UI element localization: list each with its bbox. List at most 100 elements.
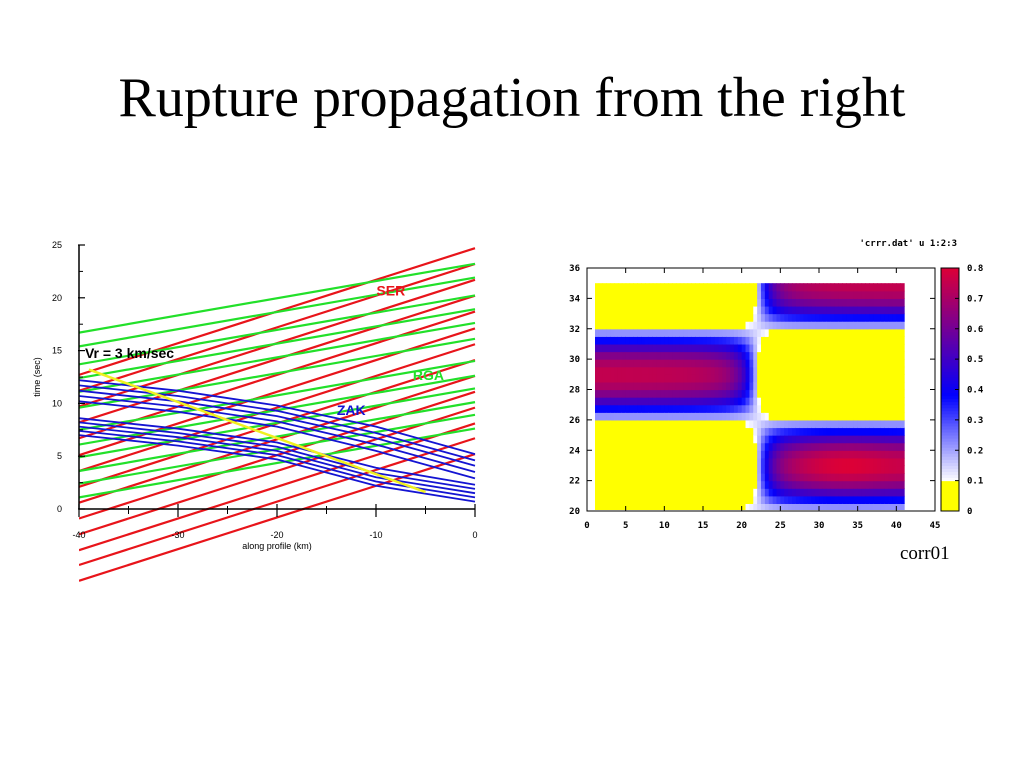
heatmap-cell	[656, 374, 662, 383]
heatmap-cell	[788, 465, 793, 474]
heatmap-cell	[873, 313, 878, 322]
heatmap-cell	[718, 435, 723, 444]
heatmap-cell	[865, 480, 870, 489]
heatmap-cell	[807, 366, 812, 375]
colorbar-segment	[941, 368, 959, 372]
heatmap-cell	[664, 480, 669, 489]
heatmap-cell	[896, 404, 901, 413]
ser-line	[79, 422, 476, 552]
heatmap-cell	[652, 366, 658, 375]
heatmap-cell	[795, 336, 801, 345]
heatmap-cell	[617, 473, 623, 482]
heatmap-cell	[629, 313, 634, 322]
heatmap-cell	[853, 351, 859, 360]
heatmap-cell	[645, 305, 650, 315]
heatmap-cell	[900, 450, 905, 459]
heatmap-cell	[726, 283, 731, 292]
heatmap-cell	[772, 457, 778, 467]
heatmap-cell	[826, 381, 832, 391]
heatmap-cell	[815, 351, 820, 360]
heatmap-cell	[892, 457, 897, 467]
heatmap-cell	[695, 305, 700, 315]
heatmap-cell	[664, 465, 669, 474]
heatmap-cell	[776, 351, 781, 360]
heatmap-cell	[846, 465, 851, 474]
heatmap-cell	[683, 343, 689, 353]
heatmap-cell	[602, 366, 607, 375]
heatmap-cell	[846, 336, 851, 345]
heatmap-cell	[625, 298, 631, 307]
heatmap-cell	[625, 419, 631, 429]
heatmap-cell	[857, 404, 863, 413]
heatmap-cell	[849, 351, 855, 360]
heatmap-cell	[710, 412, 716, 421]
heatmap-cell	[625, 374, 631, 383]
heatmap-cell	[617, 313, 623, 322]
heatmap-cell	[718, 442, 723, 451]
heatmap-cell	[726, 442, 731, 451]
heatmap-cell	[687, 465, 692, 474]
heatmap-cell	[699, 381, 704, 391]
heatmap-cell	[853, 404, 859, 413]
colorbar-segment	[941, 304, 959, 308]
heatmap-cell	[892, 389, 897, 398]
heatmap-cell	[811, 404, 816, 413]
heatmap-cell	[699, 465, 704, 474]
heatmap-cell	[757, 389, 762, 398]
heatmap-cell	[811, 427, 816, 436]
heatmap-cell	[791, 427, 797, 436]
heatmap-cell	[768, 495, 774, 504]
heatmap-cell	[633, 389, 638, 398]
heatmap-cell	[784, 412, 789, 421]
colorbar-segment	[941, 380, 959, 384]
heatmap-cell	[595, 488, 600, 497]
heatmap-cell	[795, 343, 801, 353]
heatmap-cell	[610, 321, 615, 330]
colorbar-segment	[941, 498, 959, 503]
heatmap-cell	[660, 412, 665, 421]
heatmap-cell	[706, 427, 712, 436]
heatmap-cell	[772, 404, 778, 413]
heatmap-cell	[595, 427, 600, 436]
heatmap-cell	[726, 381, 731, 391]
heatmap-cell	[687, 321, 692, 330]
heatmap-cell	[888, 321, 894, 330]
heatmap-cell	[737, 419, 743, 429]
heatmap-cell	[718, 397, 723, 406]
heatmap-cell	[900, 435, 905, 444]
heatmap-cell	[749, 366, 754, 375]
heatmap-cell	[733, 427, 739, 436]
heatmap-cell	[873, 283, 878, 292]
heatmap-cell	[614, 503, 619, 510]
x-tick-label: 35	[852, 521, 863, 531]
heatmap-cell	[815, 321, 820, 330]
heatmap-cell	[617, 359, 623, 368]
heatmap-cell	[811, 351, 816, 360]
heatmap-cell	[656, 366, 662, 375]
heatmap-cell	[772, 465, 778, 474]
heatmap-cell	[714, 283, 720, 292]
heatmap-cell	[892, 328, 897, 337]
heatmap-cell	[660, 404, 665, 413]
heatmap-cell	[873, 488, 878, 497]
heatmap-cell	[691, 488, 696, 497]
heatmap-cell	[656, 359, 662, 368]
heatmap-cell	[861, 480, 866, 489]
heatmap-cell	[757, 404, 762, 413]
heatmap-cell	[888, 473, 894, 482]
heatmap-cell	[830, 374, 836, 383]
heatmap-cell	[730, 290, 735, 299]
heatmap-cell	[807, 412, 812, 421]
heatmap-cell	[683, 404, 689, 413]
colorbar-segment	[941, 350, 959, 354]
heatmap-cell	[652, 442, 658, 451]
rga-line	[79, 294, 476, 366]
heatmap-cell	[625, 435, 631, 444]
heatmap-cell	[733, 457, 739, 467]
heatmap-cell	[672, 427, 677, 436]
heatmap-cell	[675, 351, 681, 360]
heatmap-cell	[861, 351, 866, 360]
heatmap-cell	[629, 473, 634, 482]
colorbar-segment	[941, 359, 959, 363]
heatmap-cell	[718, 488, 723, 497]
